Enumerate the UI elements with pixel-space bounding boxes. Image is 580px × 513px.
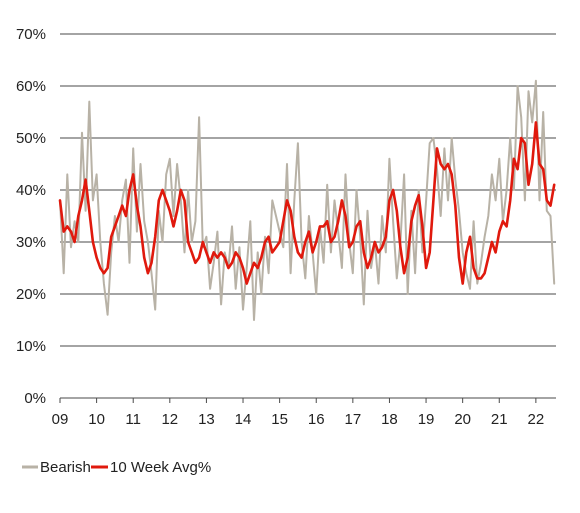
x-axis: 09 10 11 12 13 14 15 16 17 18 19 20 21 22: [52, 398, 545, 428]
x-tick-label-09: 09: [52, 411, 69, 428]
y-axis: 0% 10% 20% 30% 40% 50% 60% 70%: [16, 26, 46, 407]
series-line-bearish: [59, 79, 556, 321]
x-tick-label-15: 15: [271, 411, 288, 428]
x-tick-label-16: 16: [308, 411, 325, 428]
x-tick-label-14: 14: [235, 411, 252, 428]
y-tick-label-50: 50%: [16, 130, 46, 147]
y-tick-label-10: 10%: [16, 338, 46, 355]
legend-label-10-week-avg: 10 Week Avg%: [110, 459, 211, 476]
x-tick-label-19: 19: [418, 411, 435, 428]
x-tick-label-18: 18: [381, 411, 398, 428]
y-tick-label-0: 0%: [24, 390, 46, 407]
legend-label-bearish: Bearish: [40, 459, 91, 476]
x-tick-label-13: 13: [198, 411, 215, 428]
y-tick-label-70: 70%: [16, 26, 46, 43]
x-tick-label-17: 17: [344, 411, 361, 428]
x-tick-label-20: 20: [454, 411, 471, 428]
y-tick-label-30: 30%: [16, 234, 46, 251]
x-tick-label-10: 10: [88, 411, 105, 428]
series-layer: [58, 79, 556, 321]
x-tick-label-11: 11: [125, 411, 141, 428]
series-line-10-week-avg: [58, 121, 556, 285]
x-tick-label-22: 22: [528, 411, 545, 428]
x-tick-label-21: 21: [491, 411, 508, 428]
x-tick-label-12: 12: [161, 411, 178, 428]
y-tick-label-40: 40%: [16, 182, 46, 199]
y-tick-label-60: 60%: [16, 78, 46, 95]
legend: Bearish 10 Week Avg%: [22, 459, 211, 476]
y-tick-label-20: 20%: [16, 286, 46, 303]
